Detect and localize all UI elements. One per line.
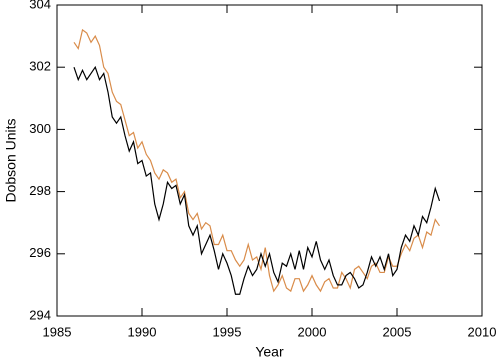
y-axis-label: Dobson Units xyxy=(3,118,19,202)
series-line xyxy=(73,28,440,293)
y-tick-label: 296 xyxy=(29,245,51,260)
y-tick-label: 300 xyxy=(29,121,51,136)
x-tick-label: 1985 xyxy=(43,324,72,339)
y-tick-label: 304 xyxy=(29,0,51,11)
x-tick-label: 2010 xyxy=(468,324,497,339)
x-tick-label: 2005 xyxy=(383,324,412,339)
y-tick-label: 302 xyxy=(29,59,51,74)
x-tick-label: 1995 xyxy=(213,324,242,339)
series-line xyxy=(73,65,441,295)
x-tick-label: 2000 xyxy=(298,324,327,339)
x-tick-label: 1990 xyxy=(128,324,157,339)
plot-frame xyxy=(56,4,483,317)
x-axis-label: Year xyxy=(255,344,284,360)
y-tick-label: 294 xyxy=(29,307,51,322)
y-tick-label: 298 xyxy=(29,183,51,198)
